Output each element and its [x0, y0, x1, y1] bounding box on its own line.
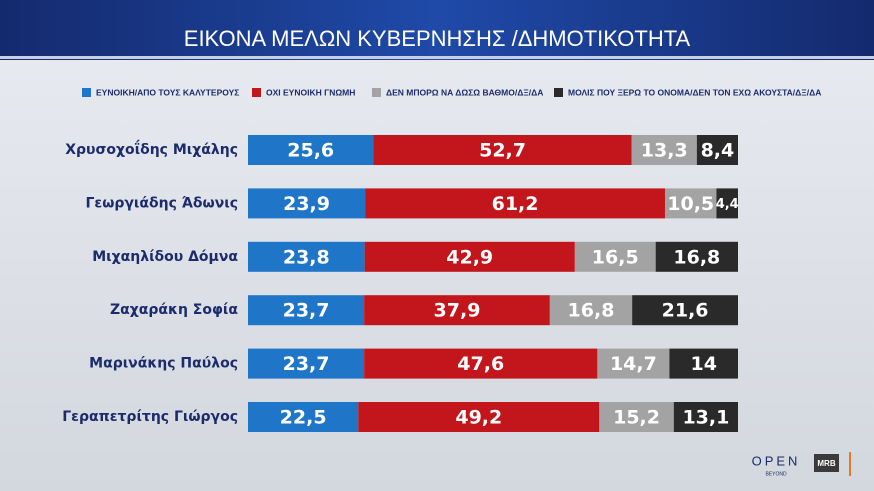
value-label: 61,2	[492, 193, 539, 215]
value-label: 8,4	[701, 140, 735, 162]
value-label: 14,7	[610, 353, 657, 375]
bar-segment	[655, 241, 738, 272]
value-label: 47,6	[457, 353, 504, 375]
category-label: Γεωργιάδης Άδωνις	[85, 195, 238, 211]
bar-segment	[696, 135, 738, 165]
category-label: Χρυσοχοΐδης Μιχάλης	[65, 140, 238, 158]
value-label: 15,2	[613, 407, 660, 429]
logo-open: OPEN	[752, 453, 801, 468]
bar-segment	[365, 188, 665, 219]
legend-label: ΜΟΛΙΣ ΠΟΥ ΞΕΡΩ ΤΟ ΟΝΟΜΑ/ΔΕΝ ΤΟΝ ΕΧΩ ΑΚΟΥ…	[568, 87, 821, 97]
bar-segment	[248, 135, 374, 165]
bar-segment	[597, 348, 670, 379]
value-label: 14	[690, 353, 716, 375]
bar-segment	[673, 402, 738, 432]
bar-segment	[248, 402, 359, 432]
value-label: 23,7	[283, 353, 330, 375]
legend-label: ΕΥΝΟΙΚΗ/ΑΠΟ ΤΟΥΣ ΚΑΛΥΤΕΡΟΥΣ	[96, 87, 239, 97]
bar-segment	[631, 135, 697, 165]
value-label: 52,7	[479, 140, 526, 162]
legend-swatch	[252, 88, 261, 97]
legend-swatch	[554, 88, 563, 97]
bar-segment	[248, 241, 365, 272]
value-label: 49,2	[455, 407, 502, 429]
value-label: 4,4	[716, 197, 739, 212]
bar-segment	[632, 295, 738, 326]
bar-segment	[664, 188, 717, 219]
value-label: 16,8	[568, 300, 615, 322]
legend-label: ΔΕΝ ΜΠΟΡΩ ΝΑ ΔΩΣΩ ΒΑΘΜΟ/ΔΞ/ΔΑ	[386, 87, 543, 97]
legend-swatch	[82, 88, 91, 97]
bar-segment	[364, 295, 550, 326]
banner-rule	[0, 56, 874, 59]
value-label: 23,9	[283, 193, 330, 215]
value-label: 16,8	[673, 246, 720, 268]
bar-segment	[669, 348, 738, 379]
bar-segment	[574, 241, 656, 272]
value-label: 10,5	[667, 193, 714, 215]
value-label: 13,3	[641, 140, 688, 162]
value-label: 16,5	[592, 246, 639, 268]
value-label: 22,5	[280, 407, 327, 429]
value-label: 42,9	[446, 246, 493, 268]
category-label: Μαρινάκης Παύλος	[89, 356, 238, 372]
chart-title: ΕΙΚΟΝΑ ΜΕΛΩΝ ΚΥΒΕΡΝΗΣΗΣ /ΔΗΜΟΤΙΚΟΤΗΤΑ	[184, 26, 691, 51]
value-label: 23,8	[283, 246, 330, 268]
bar-segment	[248, 295, 365, 326]
logo-mrb: MRB	[817, 459, 835, 468]
value-label: 23,7	[283, 300, 330, 322]
bar-segment	[248, 348, 365, 379]
bar-segment	[358, 402, 600, 432]
value-label: 25,6	[287, 140, 334, 162]
value-label: 21,6	[662, 300, 709, 322]
logo-mrb-box	[814, 454, 839, 472]
bar-segment	[716, 188, 738, 219]
category-label: Γεραπετρίτης Γιώργος	[62, 409, 238, 425]
value-label: 13,1	[682, 407, 729, 429]
legend-label: ΟΧΙ ΕΥΝΟΙΚΗ ΓΝΩΜΗ	[266, 87, 355, 97]
bar-segment	[599, 402, 674, 432]
category-label: Μιχαηλίδου Δόμνα	[92, 249, 238, 265]
bar-segment	[364, 348, 598, 379]
banner	[0, 0, 874, 60]
bar-segment	[248, 188, 366, 219]
category-label: Ζαχαράκη Σοφία	[110, 302, 238, 318]
legend-swatch	[372, 88, 381, 97]
bar-segment	[549, 295, 633, 326]
value-label: 37,9	[434, 300, 481, 322]
logo-beyond: BEYOND	[765, 471, 787, 477]
bar-segment	[364, 241, 575, 272]
bar-segment	[373, 135, 632, 165]
